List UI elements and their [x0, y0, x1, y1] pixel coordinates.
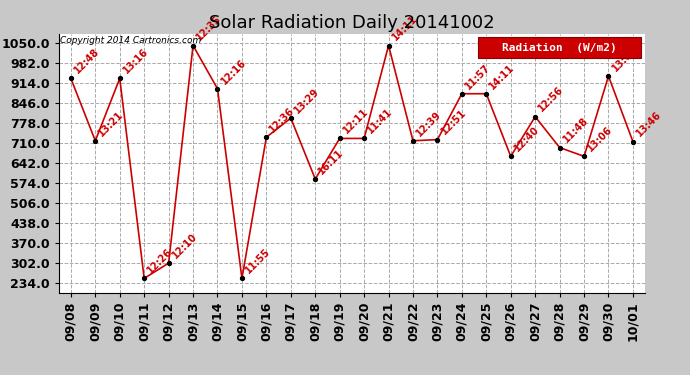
- Point: [481, 91, 492, 97]
- Point: [505, 153, 516, 159]
- Point: [554, 144, 565, 150]
- Text: Copyright 2014 Cartronics.com: Copyright 2014 Cartronics.com: [60, 36, 201, 45]
- Point: [408, 138, 419, 144]
- Point: [115, 75, 126, 81]
- Point: [237, 275, 248, 281]
- Point: [627, 139, 638, 145]
- Text: 14:11: 14:11: [390, 14, 419, 43]
- Text: 12:48: 12:48: [72, 46, 101, 76]
- Point: [603, 73, 614, 79]
- Text: 12:51: 12:51: [439, 108, 468, 137]
- Point: [578, 153, 589, 159]
- Point: [163, 260, 174, 266]
- Text: 12:10: 12:10: [170, 231, 199, 260]
- Text: 13:04: 13:04: [610, 44, 639, 74]
- Title: Solar Radiation Daily 20141002: Solar Radiation Daily 20141002: [209, 14, 495, 32]
- Text: 12:56: 12:56: [537, 85, 566, 114]
- Point: [261, 134, 272, 140]
- Point: [310, 176, 321, 182]
- Point: [90, 138, 101, 144]
- Text: 12:39: 12:39: [415, 109, 444, 138]
- Point: [432, 136, 443, 142]
- Text: 16:11: 16:11: [317, 147, 346, 176]
- Text: 11:48: 11:48: [561, 116, 590, 145]
- Point: [212, 86, 223, 92]
- Text: Radiation  (W/m2): Radiation (W/m2): [502, 43, 617, 53]
- Point: [139, 275, 150, 281]
- Text: 12:35: 12:35: [195, 14, 224, 43]
- Point: [188, 42, 199, 48]
- Text: 13:06: 13:06: [585, 124, 614, 154]
- Text: 11:55: 11:55: [244, 247, 273, 276]
- Point: [285, 115, 296, 121]
- Text: 13:46: 13:46: [634, 110, 663, 139]
- Text: 13:29: 13:29: [292, 86, 321, 116]
- Point: [456, 91, 467, 97]
- Text: 12:40: 12:40: [512, 124, 541, 154]
- Point: [530, 114, 541, 120]
- Text: 12:16: 12:16: [219, 57, 248, 86]
- Text: 11:57: 11:57: [463, 62, 492, 91]
- Text: 12:11: 12:11: [341, 106, 370, 136]
- Text: 12:36: 12:36: [268, 105, 297, 135]
- Point: [66, 75, 77, 81]
- Point: [359, 135, 370, 141]
- FancyBboxPatch shape: [478, 37, 641, 58]
- Text: 14:11: 14:11: [488, 62, 517, 91]
- Point: [334, 135, 345, 141]
- Text: 13:21: 13:21: [97, 109, 126, 138]
- Text: 12:26: 12:26: [146, 247, 175, 276]
- Text: 13:16: 13:16: [121, 46, 150, 76]
- Point: [383, 42, 394, 48]
- Text: 11:41: 11:41: [366, 106, 395, 136]
